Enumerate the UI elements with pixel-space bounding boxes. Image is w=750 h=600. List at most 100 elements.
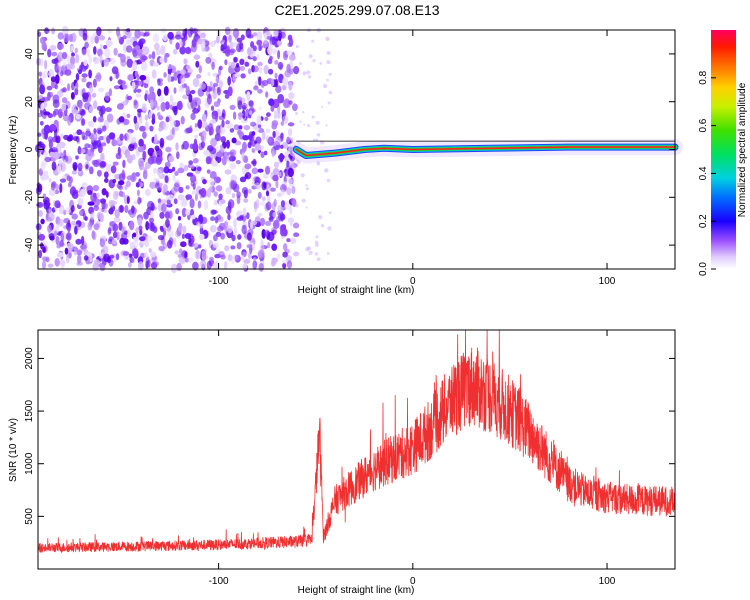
noise-speck (77, 145, 82, 155)
noise-speck (64, 69, 72, 76)
noise-speck (37, 112, 42, 118)
noise-speck (288, 81, 293, 91)
noise-speck (319, 62, 323, 65)
noise-speck (182, 225, 187, 234)
noise-speck (271, 120, 279, 127)
noise-speck (327, 226, 332, 231)
noise-speck (145, 235, 153, 243)
noise-speck (144, 93, 148, 102)
noise-speck (104, 178, 109, 183)
noise-speck (38, 249, 43, 259)
noise-speck (129, 241, 134, 250)
noise-speck (268, 68, 274, 75)
noise-speck (185, 127, 193, 134)
noise-speck (167, 168, 174, 173)
noise-speck (228, 156, 236, 162)
noise-speck (96, 26, 102, 37)
noise-speck (149, 251, 157, 258)
noise-speck (112, 178, 117, 184)
noise-speck (158, 115, 164, 121)
noise-speck (321, 105, 324, 108)
noise-speck (111, 139, 118, 147)
noise-speck (164, 175, 169, 184)
noise-speck (209, 147, 217, 155)
noise-speck (236, 43, 242, 53)
noise-speck (105, 107, 112, 113)
noise-speck (245, 172, 252, 180)
noise-speck (212, 242, 219, 248)
noise-speck (179, 198, 185, 207)
noise-speck (286, 160, 290, 168)
noise-speck (122, 100, 128, 106)
noise-speck (260, 244, 265, 251)
noise-speck (188, 160, 194, 165)
noise-speck (145, 221, 150, 231)
noise-speck (139, 125, 146, 132)
noise-speck (120, 59, 127, 67)
noise-speck (172, 174, 176, 181)
noise-speck (132, 232, 137, 238)
noise-speck (137, 110, 142, 118)
noise-speck (224, 26, 231, 35)
noise-speck (154, 42, 160, 51)
noise-speck (39, 84, 46, 95)
noise-speck (156, 169, 163, 178)
x-tick-label: -100 (209, 276, 229, 287)
noise-speck (67, 116, 72, 126)
noise-speck (289, 205, 293, 215)
noise-speck (46, 201, 50, 206)
noise-speck (190, 214, 196, 220)
noise-speck (54, 57, 58, 65)
noise-speck (267, 58, 273, 65)
noise-speck (218, 80, 223, 88)
noise-speck (58, 205, 65, 215)
noise-speck (46, 216, 53, 222)
noise-speck (272, 174, 279, 182)
noise-speck (311, 39, 315, 43)
noise-speck (250, 41, 255, 49)
noise-speck (83, 59, 88, 67)
noise-speck (143, 167, 148, 175)
noise-speck (66, 175, 71, 182)
noise-speck (291, 186, 296, 194)
noise-speck (48, 208, 52, 216)
noise-speck (315, 120, 320, 125)
snr-series (37, 329, 676, 554)
noise-speck (136, 189, 140, 197)
noise-speck (223, 41, 227, 49)
noise-speck (192, 158, 199, 164)
noise-speck (147, 200, 154, 210)
noise-speck (261, 181, 267, 191)
noise-speck (44, 59, 48, 70)
noise-speck (52, 94, 60, 104)
noise-speck (300, 173, 305, 178)
noise-speck (49, 44, 57, 51)
noise-speck (164, 161, 171, 168)
noise-speck (233, 124, 240, 131)
noise-speck (37, 183, 43, 193)
noise-speck (127, 262, 132, 268)
noise-speck (212, 90, 217, 100)
noise-speck (171, 105, 178, 113)
noise-speck (38, 95, 44, 100)
noise-speck (271, 243, 278, 251)
noise-speck (131, 248, 139, 258)
y-tick-label: 20 (24, 96, 35, 108)
noise-speck (49, 123, 57, 132)
noise-speck (233, 227, 238, 236)
noise-speck (97, 136, 105, 141)
noise-speck (211, 61, 215, 70)
noise-speck (138, 225, 143, 231)
noise-speck (261, 196, 266, 202)
noise-speck (189, 208, 195, 217)
noise-speck (170, 263, 178, 274)
noise-speck (122, 251, 130, 256)
noise-speck (219, 147, 225, 153)
noise-speck (96, 139, 102, 148)
noise-speck (306, 70, 311, 75)
noise-speck (211, 110, 219, 120)
noise-speck (303, 123, 306, 126)
noise-speck (109, 57, 116, 65)
noise-speck (168, 194, 175, 201)
noise-speck (137, 40, 144, 47)
